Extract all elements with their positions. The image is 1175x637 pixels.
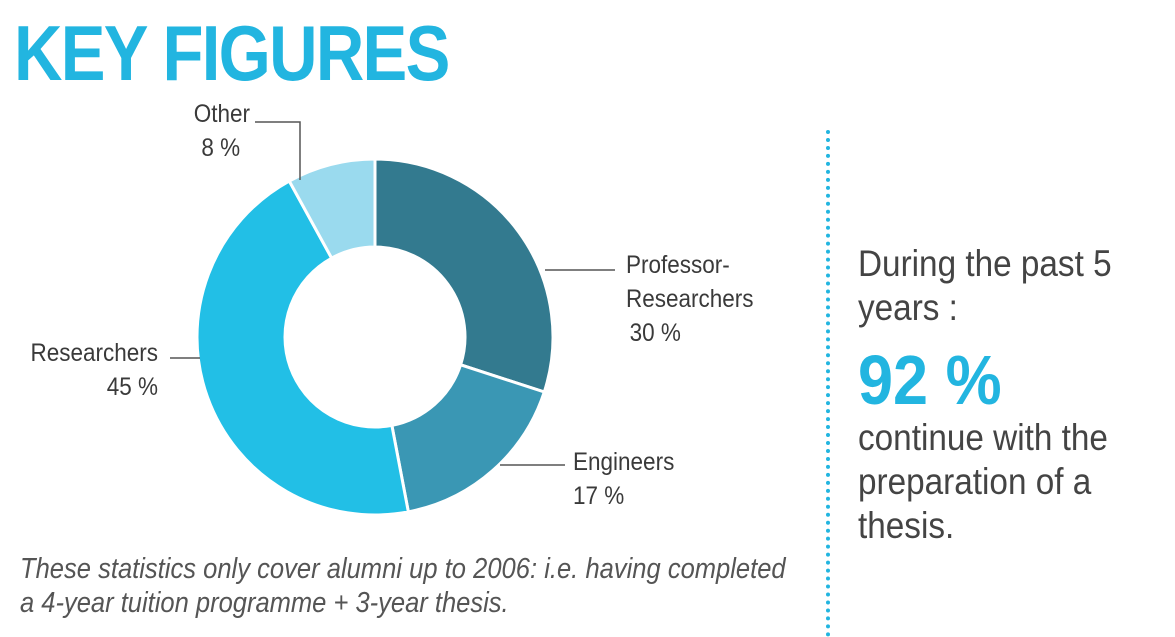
value-label: 45 % (106, 373, 158, 401)
sidebar-intro: During the past 5 years : (858, 243, 1112, 328)
slice-label: Other 8 % (169, 97, 250, 165)
title: KEY FIGURES (14, 9, 450, 97)
category-label: Other (193, 100, 250, 128)
divider (826, 130, 830, 637)
footnote: These statistics only cover alumni up to… (20, 553, 786, 619)
leader-line (255, 121, 301, 180)
slice (390, 362, 547, 514)
sidebar: During the past 5 years : 92 % continue … (858, 242, 1155, 548)
value-label: 8 % (201, 134, 241, 162)
value-label: 30 % (629, 319, 681, 347)
slice-label: Engineers 17 % (573, 445, 699, 513)
category-label: Researchers (30, 339, 158, 367)
slice-label: Professor-Researchers 30 % (626, 248, 754, 350)
donut-chart (170, 121, 615, 517)
sidebar-text: continue with the preparation of a thesi… (858, 417, 1108, 546)
category-label: Professor-Researchers (626, 251, 754, 313)
slice (195, 178, 411, 517)
slice-label: Researchers 45 % (16, 336, 158, 404)
highlight-figure: 92 % (858, 341, 1002, 419)
slice (287, 157, 377, 261)
category-label: Engineers (573, 448, 675, 476)
slice (373, 157, 555, 394)
value-label: 17 % (573, 482, 625, 510)
